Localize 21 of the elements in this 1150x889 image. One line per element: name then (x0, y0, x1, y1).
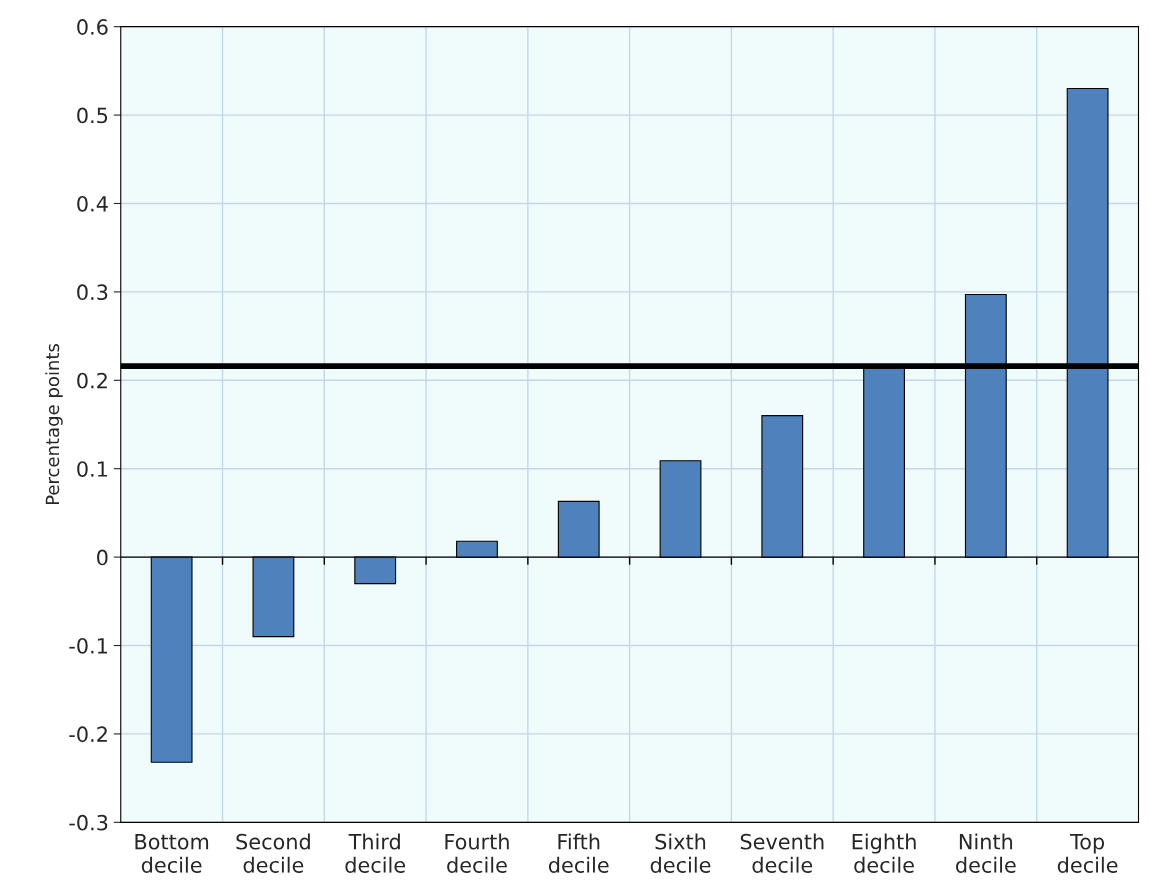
y-tick-label: 0.2 (77, 372, 107, 389)
y-tick-label: 0.3 (77, 284, 108, 301)
x-tick-label: Top decile (1057, 834, 1118, 873)
y-tick-label: 0.1 (77, 461, 108, 477)
y-axis-title: Percentage points (45, 344, 63, 505)
x-tick-label: Third decile (345, 833, 406, 873)
x-tick-label: Second decile (236, 833, 310, 873)
x-tick-label: Eighth decile (852, 833, 916, 873)
x-tick-label: Seventh decile (740, 833, 824, 873)
x-tick-label: Bottom decile (135, 834, 209, 873)
x-tick-label: Ninth decile (956, 833, 1016, 873)
y-tick-label: -0.1 (69, 637, 108, 654)
x-tick-label: Fifth decile (548, 833, 609, 873)
x-tick-label: Sixth decile (650, 833, 711, 873)
y-tick-label: -0.2 (69, 726, 107, 743)
y-tick-label: 0 (97, 549, 108, 566)
y-tick-label: 0.6 (77, 19, 108, 35)
y-tick-label: 0.5 (77, 107, 108, 124)
y-tick-label: 0.4 (77, 195, 108, 212)
x-tick-label: Fourth decile (445, 833, 509, 873)
y-tick-label: -0.3 (69, 814, 108, 831)
